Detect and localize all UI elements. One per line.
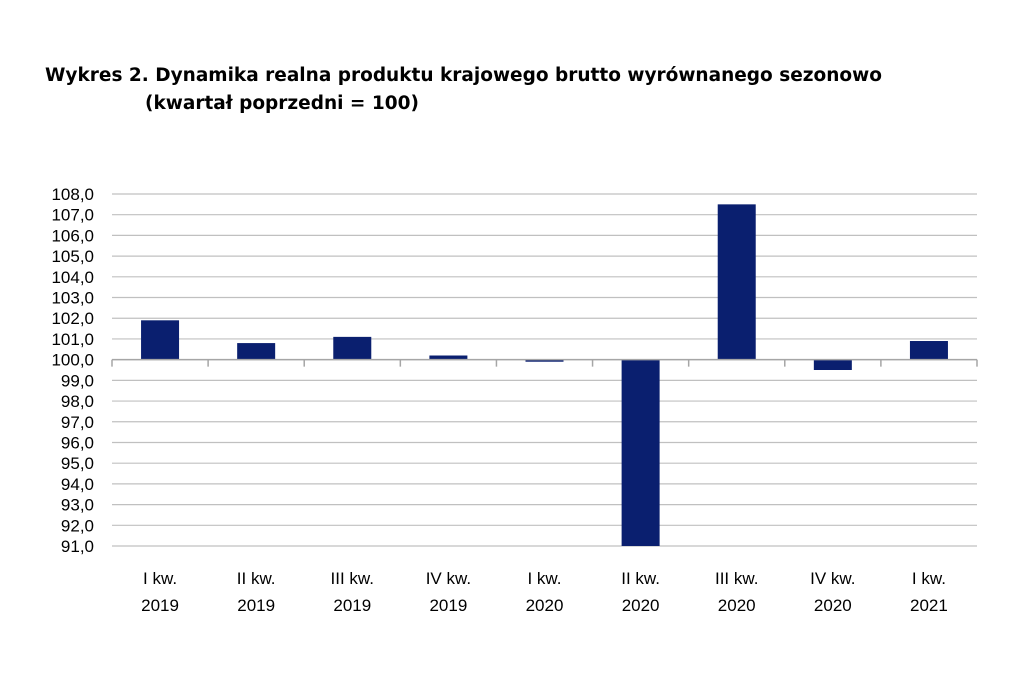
- y-tick-label: 91,0: [61, 537, 94, 556]
- y-tick-label: 96,0: [61, 433, 94, 452]
- bar: [717, 204, 756, 360]
- baseline-axis: [111, 358, 978, 367]
- y-tick-label: 95,0: [61, 454, 94, 473]
- y-tick-label: 93,0: [61, 496, 94, 515]
- chart-subtitle: (kwartał poprzedni = 100): [145, 93, 419, 114]
- x-category-year: 2019: [429, 596, 467, 615]
- y-tick-label: 103,0: [51, 289, 94, 308]
- x-category-label: II kw.: [237, 569, 276, 588]
- x-category-label: II kw.: [621, 569, 660, 588]
- x-category-year: 2019: [237, 596, 275, 615]
- x-category-label: IV kw.: [810, 569, 855, 588]
- x-category-year: 2020: [622, 596, 660, 615]
- x-category-label: I kw.: [527, 569, 561, 588]
- bar: [525, 359, 564, 362]
- x-category-year: 2020: [526, 596, 564, 615]
- chart-title-line1: Wykres 2. Dynamika realna produktu krajo…: [45, 65, 882, 86]
- x-category-year: 2019: [141, 596, 179, 615]
- x-category-year: 2020: [718, 596, 756, 615]
- x-category-year: 2021: [910, 596, 948, 615]
- bar: [141, 320, 180, 360]
- x-category-label: IV kw.: [426, 569, 471, 588]
- y-tick-label: 100,0: [51, 351, 94, 370]
- x-category-label: I kw.: [912, 569, 946, 588]
- bars: [141, 204, 948, 546]
- y-tick-label: 97,0: [61, 413, 94, 432]
- y-tick-label: 92,0: [61, 516, 94, 535]
- bar: [237, 343, 276, 360]
- y-tick-label: 98,0: [61, 392, 94, 411]
- bar: [429, 355, 468, 360]
- y-tick-label: 101,0: [51, 330, 94, 349]
- x-category-label: III kw.: [715, 569, 758, 588]
- x-category-label: III kw.: [331, 569, 374, 588]
- bar: [909, 341, 948, 360]
- bar: [813, 359, 852, 370]
- bar: [621, 359, 660, 546]
- bar: [333, 336, 372, 360]
- y-tick-label: 106,0: [51, 226, 94, 245]
- grid-lines: [112, 193, 977, 547]
- y-tick-label: 99,0: [61, 371, 94, 390]
- x-category-year: 2019: [333, 596, 371, 615]
- x-category-year: 2020: [814, 596, 852, 615]
- y-tick-label: 104,0: [51, 268, 94, 287]
- y-tick-label: 105,0: [51, 247, 94, 266]
- x-category-label: I kw.: [143, 569, 177, 588]
- y-tick-label: 108,0: [51, 185, 94, 204]
- y-tick-label: 102,0: [51, 309, 94, 328]
- y-tick-label: 94,0: [61, 475, 94, 494]
- x-axis: I kw. 2019 II kw. 2019 III kw. 2019 IV kw. 2019…: [141, 569, 948, 615]
- chart-title: Wykres 2. Dynamika realna produktu krajo…: [45, 62, 882, 118]
- y-tick-label: 107,0: [51, 206, 94, 225]
